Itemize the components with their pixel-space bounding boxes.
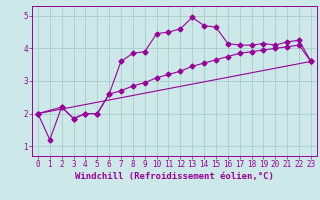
X-axis label: Windchill (Refroidissement éolien,°C): Windchill (Refroidissement éolien,°C) [75, 172, 274, 181]
